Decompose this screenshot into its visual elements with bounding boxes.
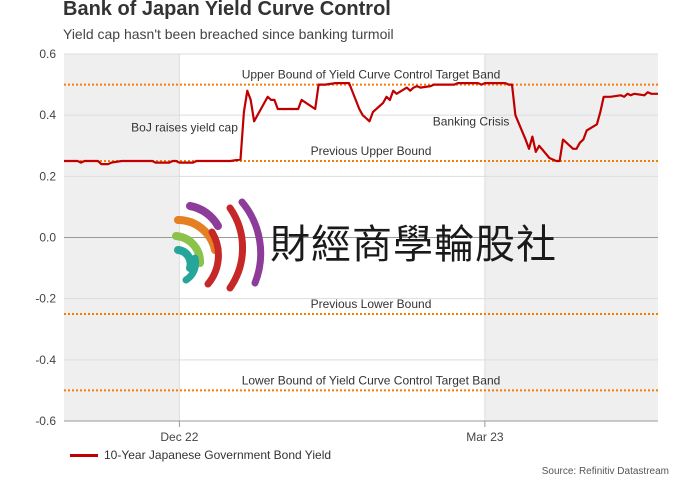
y-tick-label: 0.0 [39,231,56,245]
annotation-label: Banking Crisis [433,114,510,128]
reference-line-label: Lower Bound of Yield Curve Control Targe… [242,373,501,387]
y-tick-label: 0.6 [39,47,56,61]
y-tick-label: -0.6 [35,414,56,428]
legend-swatch [70,453,98,457]
y-axis: 0.6 0.4 0.2 0.0 -0.2 -0.4 -0.6 [35,47,56,428]
series-layer [64,82,658,166]
annotation-label: BoJ raises yield cap [131,120,238,134]
reference-lines: Upper Bound of Yield Curve Control Targe… [64,68,658,392]
reference-line-label: Previous Upper Bound [311,144,432,158]
grid-lines [64,53,658,422]
legend-label: 10-Year Japanese Government Bond Yield [104,448,332,462]
reference-line-label: Previous Lower Bound [311,297,432,311]
x-tick-label: Dec 22 [160,430,198,444]
legend: 10-Year Japanese Government Bond Yield [70,448,331,462]
watermark-text: 財經商學輪股社 [270,222,557,268]
series-line [64,82,658,166]
chart-subtitle: Yield cap hasn't been breached since ban… [63,26,394,42]
annotations: BoJ raises yield cap Banking Crisis [131,114,509,134]
reference-line-label: Upper Bound of Yield Curve Control Targe… [242,68,501,82]
y-tick-label: -0.2 [35,292,56,306]
y-tick-label: 0.2 [39,169,56,183]
y-tick-label: -0.4 [35,353,56,367]
source-note: Source: Refinitiv Datastream [541,466,669,477]
y-tick-label: 0.4 [39,108,56,122]
x-tick-label: Mar 23 [466,430,504,444]
x-axis: Dec 22 Mar 23 [64,420,658,444]
watermark-logo-icon [172,198,265,292]
chart-title: Bank of Japan Yield Curve Control [63,0,391,20]
